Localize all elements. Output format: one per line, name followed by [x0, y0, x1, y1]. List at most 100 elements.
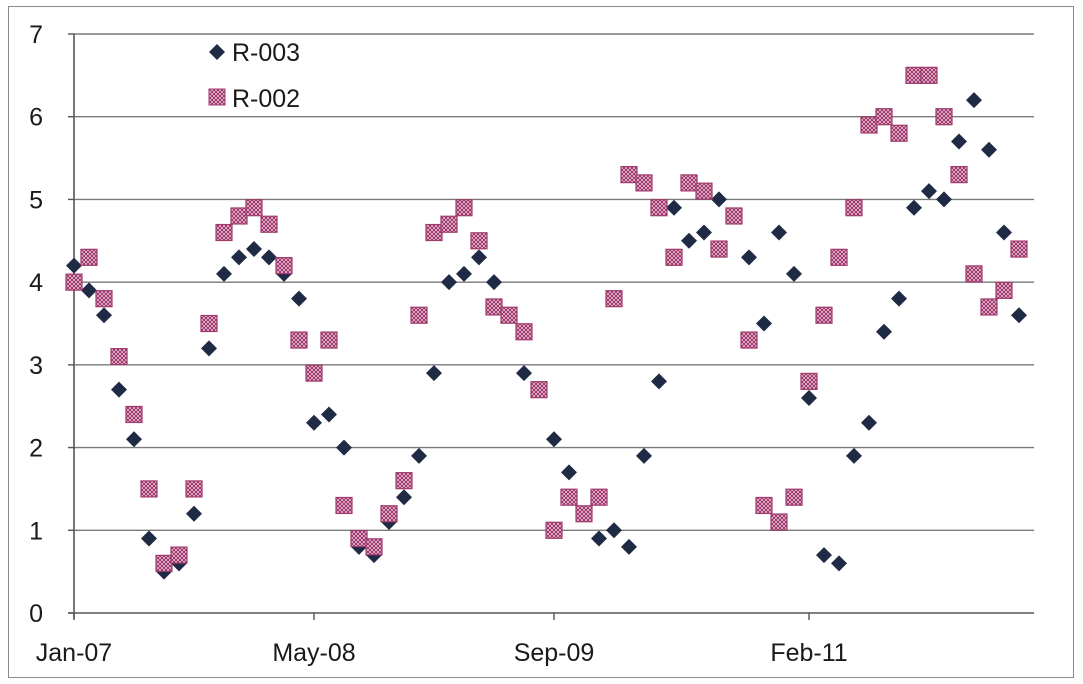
data-point: [230, 207, 248, 225]
data-point: [65, 273, 83, 291]
data-point: [291, 290, 307, 307]
data-point: [800, 372, 818, 390]
data-point: [426, 365, 442, 382]
data-point: [606, 522, 622, 539]
data-point: [711, 191, 727, 208]
data-point: [785, 488, 803, 506]
data-point: [320, 331, 338, 349]
data-point: [680, 174, 698, 192]
data-point: [1010, 240, 1028, 258]
data-point: [440, 215, 458, 233]
data-point: [710, 240, 728, 258]
data-point: [486, 274, 502, 291]
data-point: [201, 340, 217, 357]
y-tick-label: 0: [29, 600, 43, 628]
data-point: [336, 439, 352, 456]
data-point: [695, 182, 713, 200]
data-point: [81, 282, 97, 299]
legend: R-003 R-002: [208, 39, 300, 113]
data-point: [816, 547, 832, 564]
data-point: [215, 223, 233, 242]
series-r-002: [65, 66, 1028, 572]
data-point: [231, 249, 247, 266]
data-point: [335, 496, 353, 515]
data-point: [845, 199, 863, 217]
data-point: [666, 199, 682, 216]
data-point: [96, 307, 112, 324]
data-point: [471, 249, 487, 266]
data-point: [831, 555, 847, 572]
data-point: [951, 133, 967, 150]
y-tick-label: 1: [29, 517, 43, 545]
data-point: [771, 224, 787, 241]
data-point: [500, 306, 518, 324]
data-point: [740, 331, 758, 349]
data-point: [651, 373, 667, 390]
data-point: [470, 232, 488, 250]
data-point: [441, 274, 457, 291]
data-point: [66, 257, 82, 274]
legend-label-r002: R-002: [232, 85, 300, 113]
data-point: [621, 538, 637, 555]
data-point: [186, 505, 202, 522]
data-point: [185, 480, 203, 498]
y-tick-label: 5: [29, 186, 43, 214]
data-point: [575, 505, 593, 523]
data-point: [200, 314, 218, 333]
data-point: [741, 249, 757, 266]
data-point: [755, 496, 773, 515]
data-point: [875, 108, 893, 126]
data-point: [965, 265, 983, 283]
data-point: [530, 381, 548, 399]
data-point: [966, 92, 982, 109]
y-tick-label: 6: [29, 104, 43, 132]
data-point: [936, 191, 952, 208]
data-point: [140, 480, 158, 498]
x-tick-label: Feb-11: [770, 639, 847, 667]
series-r-003: [66, 92, 1027, 580]
y-tick-label: 4: [29, 269, 43, 297]
legend-label-r003: R-003: [232, 39, 300, 67]
scatter-chart: 0 1 2 3 4 5 6 7 Jan-07 May-08 Sep-09 Feb-11 R-003 …: [29, 21, 1034, 667]
data-point: [126, 431, 142, 448]
data-point: [485, 298, 503, 316]
data-point: [260, 215, 278, 233]
data-point: [545, 521, 563, 539]
data-point: [696, 224, 712, 241]
data-point: [275, 257, 293, 275]
data-point: [305, 364, 323, 382]
x-tick-label: May-08: [272, 639, 355, 667]
data-point: [246, 241, 262, 258]
data-point: [141, 530, 157, 547]
data-point: [591, 530, 607, 547]
y-tick-label: 3: [29, 352, 43, 380]
data-point: [921, 183, 937, 200]
data-point: [950, 166, 968, 184]
data-point: [906, 199, 922, 216]
data-point: [216, 265, 232, 282]
data-point: [395, 472, 413, 490]
data-point: [770, 513, 788, 531]
data-point: [665, 248, 683, 266]
data-point: [995, 281, 1013, 300]
data-point: [170, 546, 188, 564]
data-point: [981, 141, 997, 158]
data-point: [516, 365, 532, 382]
data-point: [605, 290, 623, 308]
data-point: [876, 323, 892, 340]
data-point: [425, 223, 443, 242]
data-point: [306, 414, 322, 431]
data-point: [846, 447, 862, 464]
data-point: [410, 306, 428, 324]
data-point: [321, 406, 337, 423]
data-point: [786, 265, 802, 282]
data-point: [155, 554, 173, 572]
data-point: [455, 199, 473, 217]
data-point: [365, 538, 383, 556]
data-point: [125, 405, 143, 424]
data-point: [725, 207, 743, 225]
data-point: [635, 174, 653, 192]
chart-frame: 0 1 2 3 4 5 6 7 Jan-07 May-08 Sep-09 Feb-11 R-003 …: [8, 6, 1074, 678]
y-tick-labels: 0 1 2 3 4 5 6 7: [29, 21, 43, 628]
data-point: [261, 249, 277, 266]
